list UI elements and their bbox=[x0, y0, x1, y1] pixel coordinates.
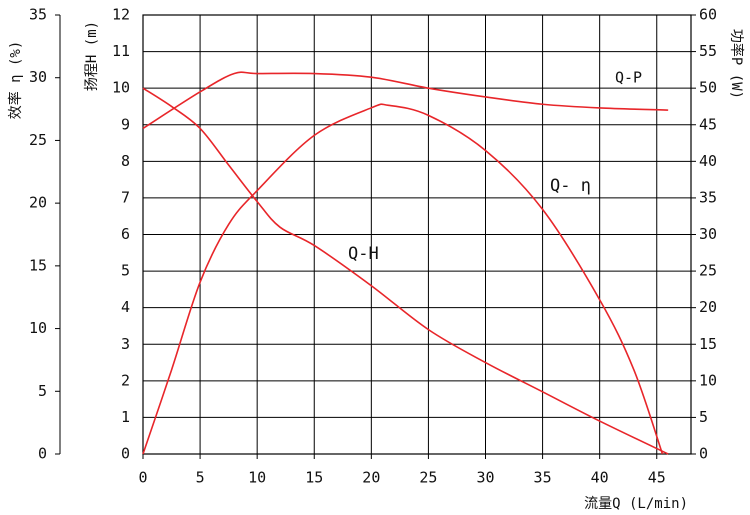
y2-tick-label: 10 bbox=[699, 371, 717, 389]
y2-tick-label: 20 bbox=[699, 298, 717, 316]
x-tick-label: 35 bbox=[534, 469, 552, 487]
y-tick-label: 2 bbox=[121, 371, 130, 389]
x-tick-label: 0 bbox=[138, 469, 147, 487]
curve-label: Q-P bbox=[615, 69, 642, 87]
y2-tick-label: 55 bbox=[699, 42, 717, 60]
y3-tick-label: 5 bbox=[38, 382, 47, 400]
y-tick-label: 1 bbox=[121, 408, 130, 426]
y2-tick-label: 50 bbox=[699, 79, 717, 97]
y-tick-label: 4 bbox=[121, 298, 130, 316]
x-tick-label: 30 bbox=[476, 469, 494, 487]
y2-axis-label: 功率P (W) bbox=[728, 29, 745, 99]
y-tick-label: 8 bbox=[121, 152, 130, 170]
y2-tick-label: 25 bbox=[699, 262, 717, 280]
curve bbox=[142, 71, 669, 130]
curve bbox=[142, 87, 669, 455]
x-tick-label: 5 bbox=[196, 469, 205, 487]
x-tick-label: 25 bbox=[419, 469, 437, 487]
y3-tick-label: 10 bbox=[29, 319, 47, 337]
y-tick-label: 0 bbox=[121, 445, 130, 463]
y3-tick-label: 20 bbox=[29, 194, 47, 212]
y2-tick-label: 30 bbox=[699, 225, 717, 243]
y3-tick-label: 15 bbox=[29, 256, 47, 274]
y3-tick-label: 30 bbox=[29, 68, 47, 86]
y-tick-label: 9 bbox=[121, 115, 130, 133]
y-tick-label: 3 bbox=[121, 335, 130, 353]
y2-tick-label: 60 bbox=[699, 6, 717, 24]
y-tick-label: 11 bbox=[112, 42, 130, 60]
x-tick-label: 40 bbox=[591, 469, 609, 487]
curve-label: Q- η bbox=[550, 176, 591, 196]
y-axis-label: 扬程H (m) bbox=[84, 21, 100, 91]
y-tick-label: 5 bbox=[121, 262, 130, 280]
y2-tick-label: 0 bbox=[699, 445, 708, 463]
curve bbox=[142, 103, 664, 455]
x-tick-label: 20 bbox=[362, 469, 380, 487]
y2-tick-label: 40 bbox=[699, 152, 717, 170]
y3-tick-label: 35 bbox=[29, 6, 47, 24]
y-tick-label: 6 bbox=[121, 225, 130, 243]
curve-label: Q-H bbox=[348, 244, 379, 264]
y3-axis-label: 效率 η (%) bbox=[7, 41, 24, 120]
x-tick-label: 10 bbox=[248, 469, 266, 487]
y2-tick-label: 35 bbox=[699, 188, 717, 206]
y3-tick-label: 0 bbox=[38, 445, 47, 463]
y-tick-label: 7 bbox=[121, 188, 130, 206]
y3-tick-label: 25 bbox=[29, 131, 47, 149]
x-axis-label: 流量Q (L/min) bbox=[584, 496, 688, 512]
x-tick-label: 45 bbox=[648, 469, 666, 487]
y-tick-label: 12 bbox=[112, 6, 130, 24]
y2-tick-label: 45 bbox=[699, 115, 717, 133]
x-tick-label: 15 bbox=[305, 469, 323, 487]
y2-tick-label: 15 bbox=[699, 335, 717, 353]
y2-tick-label: 5 bbox=[699, 408, 708, 426]
y-tick-label: 10 bbox=[112, 79, 130, 97]
